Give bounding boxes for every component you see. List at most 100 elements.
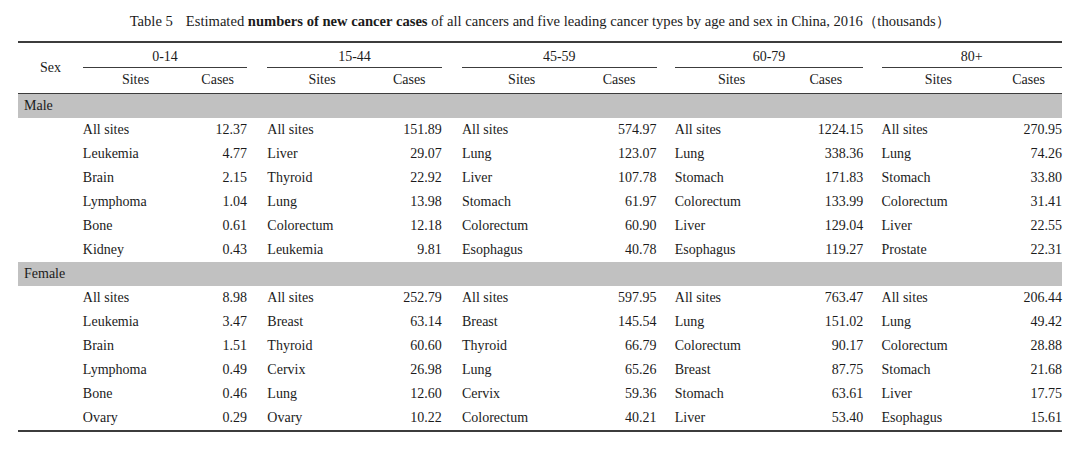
site-cell: All sites (83, 286, 188, 310)
cases-cell: 1.51 (188, 334, 247, 358)
site-cell: Brain (83, 334, 188, 358)
cases-cell: 10.22 (377, 406, 442, 431)
cases-cell: 12.60 (377, 382, 442, 406)
sex-column-spacer (18, 190, 83, 214)
column-spacer (657, 214, 675, 238)
cases-header: Cases (188, 68, 247, 94)
cases-cell: 22.55 (995, 214, 1062, 238)
column-spacer (247, 238, 267, 262)
table-title: Table 5Estimated numbers of new cancer c… (18, 9, 1062, 41)
column-spacer (442, 286, 462, 310)
table-header: Sex 0-14 15-44 45-59 60-79 80+ Sites Cas… (18, 42, 1062, 94)
column-spacer (863, 166, 881, 190)
cases-cell: 8.98 (188, 286, 247, 310)
sex-column-spacer (18, 118, 83, 142)
table-row: All sites8.98All sites252.79All sites597… (18, 286, 1062, 310)
cases-cell: 53.40 (788, 406, 863, 431)
cases-cell: 129.04 (788, 214, 863, 238)
table-row: Leukemia3.47Breast63.14Breast145.54Lung1… (18, 310, 1062, 334)
table-row: Brain1.51Thyroid60.60Thyroid66.79Colorec… (18, 334, 1062, 358)
site-cell: Cervix (267, 358, 376, 382)
table-row: Kidney0.43Leukemia9.81Esophagus40.78Esop… (18, 238, 1062, 262)
site-cell: Lung (882, 142, 996, 166)
cases-cell: 40.78 (582, 238, 657, 262)
site-cell: Lung (267, 382, 376, 406)
site-cell: Lymphoma (83, 358, 188, 382)
site-cell: Esophagus (882, 406, 996, 431)
cases-cell: 119.27 (788, 238, 863, 262)
column-spacer (442, 238, 462, 262)
site-cell: All sites (462, 286, 582, 310)
cases-cell: 171.83 (788, 166, 863, 190)
cases-cell: 74.26 (995, 142, 1062, 166)
cases-cell: 13.98 (377, 190, 442, 214)
site-cell: Bone (83, 214, 188, 238)
cases-cell: 22.92 (377, 166, 442, 190)
site-cell: Lung (267, 190, 376, 214)
cases-cell: 107.78 (582, 166, 657, 190)
cases-cell: 21.68 (995, 358, 1062, 382)
column-spacer (442, 358, 462, 382)
site-cell: Stomach (882, 358, 996, 382)
column-spacer (247, 118, 267, 142)
site-cell: All sites (267, 118, 376, 142)
column-spacer (863, 310, 881, 334)
site-cell: Colorectum (267, 214, 376, 238)
header-spacer (657, 42, 675, 94)
sex-column-spacer (18, 310, 83, 334)
cases-cell: 2.15 (188, 166, 247, 190)
site-cell: Lung (462, 358, 582, 382)
cases-header: Cases (582, 68, 657, 94)
site-cell: All sites (882, 118, 996, 142)
section-label: Female (18, 262, 1062, 286)
cases-header: Cases (788, 68, 863, 94)
column-spacer (657, 406, 675, 431)
column-spacer (247, 142, 267, 166)
cases-cell: 28.88 (995, 334, 1062, 358)
cases-header: Cases (995, 68, 1062, 94)
sites-header: Sites (83, 68, 188, 94)
cases-cell: 12.37 (188, 118, 247, 142)
table-row: Brain2.15Thyroid22.92Liver107.78Stomach1… (18, 166, 1062, 190)
cases-cell: 31.41 (995, 190, 1062, 214)
cases-cell: 597.95 (582, 286, 657, 310)
column-spacer (863, 118, 881, 142)
cases-cell: 15.61 (995, 406, 1062, 431)
column-spacer (247, 334, 267, 358)
table-row: Lymphoma1.04Lung13.98Stomach61.97Colorec… (18, 190, 1062, 214)
column-spacer (442, 382, 462, 406)
table-row: Leukemia4.77Liver29.07Lung123.07Lung338.… (18, 142, 1062, 166)
title-bold-phrase: numbers of new cancer cases (248, 13, 428, 29)
cases-cell: 4.77 (188, 142, 247, 166)
title-rest: of all cancers and five leading cancer t… (428, 13, 951, 29)
section-label: Male (18, 94, 1062, 119)
column-spacer (247, 214, 267, 238)
site-cell: Lung (675, 142, 789, 166)
column-spacer (442, 334, 462, 358)
cases-cell: 60.60 (377, 334, 442, 358)
column-spacer (657, 382, 675, 406)
site-cell: Colorectum (882, 334, 996, 358)
column-spacer (247, 166, 267, 190)
estimated-cases-table: Sex 0-14 15-44 45-59 60-79 80+ Sites Cas… (18, 41, 1062, 432)
column-spacer (442, 310, 462, 334)
site-cell: Breast (462, 310, 582, 334)
cases-cell: 574.97 (582, 118, 657, 142)
cases-cell: 33.80 (995, 166, 1062, 190)
sex-column-spacer (18, 406, 83, 431)
cases-cell: 66.79 (582, 334, 657, 358)
paper-table-figure: Table 5Estimated numbers of new cancer c… (0, 0, 1080, 432)
cases-cell: 29.07 (377, 142, 442, 166)
cases-cell: 40.21 (582, 406, 657, 431)
site-cell: Colorectum (675, 334, 789, 358)
sites-header: Sites (462, 68, 582, 94)
site-cell: Breast (675, 358, 789, 382)
table-row: Ovary0.29Ovary10.22Colorectum40.21Liver5… (18, 406, 1062, 431)
column-spacer (247, 358, 267, 382)
column-spacer (863, 382, 881, 406)
site-cell: Brain (83, 166, 188, 190)
header-spacer (442, 42, 462, 94)
section-band-male: Male (18, 94, 1062, 119)
cases-cell: 0.49 (188, 358, 247, 382)
column-spacer (442, 118, 462, 142)
